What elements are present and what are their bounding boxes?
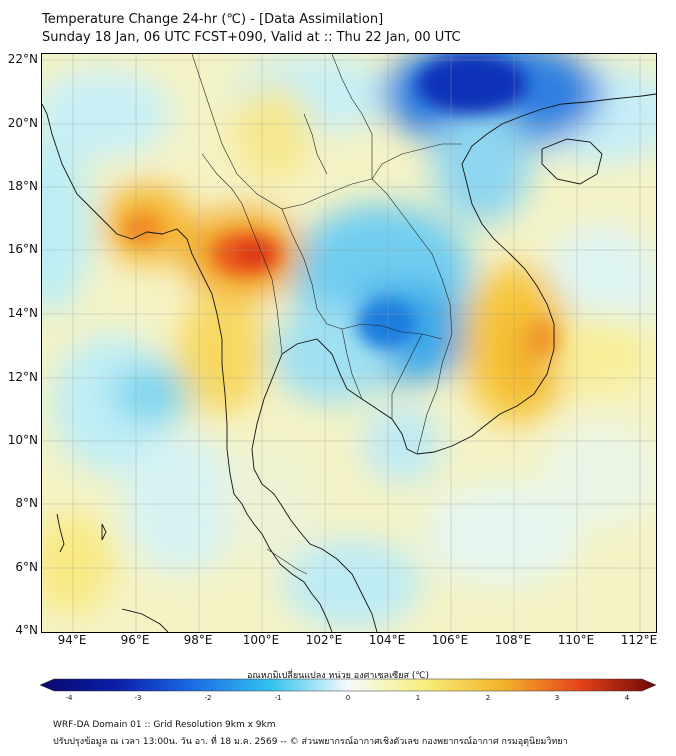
coastlines [42,93,656,632]
colorbar-tick-3: 3 [554,694,560,702]
lon-label-104e: 104°E [368,633,406,647]
lat-label-18n: 18°N [7,179,38,193]
lon-label-98e: 98°E [183,633,213,647]
colorbar-tick-minus4: -4 [65,694,73,702]
lat-label-16n: 16°N [7,242,38,256]
country-borders [191,54,462,575]
lat-label-22n: 22°N [7,52,38,66]
colorbar-tick-minus1: -1 [274,694,282,702]
colorbar-tick-1: 1 [415,694,421,702]
colorbar-tick-minus3: -3 [134,694,142,702]
colorbar-tick-minus2: -2 [204,694,212,702]
lat-label-12n: 12°N [7,370,38,384]
lat-label-10n: 10°N [7,433,38,447]
lon-label-112e: 112°E [620,633,658,647]
lon-label-106e: 106°E [431,633,469,647]
temperature-change-map [41,53,657,633]
colorbar-tick-2: 2 [485,694,491,702]
footer-credit: ปรับปรุงข้อมูล ณ เวลา 13:00น. วัน อา. ที… [53,737,568,747]
map-subtitle: Sunday 18 Jan, 06 UTC FCST+090, Valid at… [42,30,461,45]
lon-label-100e: 100°E [242,633,280,647]
lon-label-96e: 96°E [120,633,150,647]
lon-label-94e: 94°E [57,633,87,647]
lat-label-6n: 6°N [15,560,38,574]
colorbar [40,678,656,692]
lat-label-4n: 4°N [15,623,38,637]
lat-label-20n: 20°N [7,116,38,130]
lon-label-110e: 110°E [557,633,595,647]
colorbar-tick-4: 4 [624,694,630,702]
temperature-field-peaks [122,54,558,359]
footer-model-info: WRF-DA Domain 01 :: Grid Resolution 9km … [53,720,276,730]
graticule [42,54,656,632]
lat-label-8n: 8°N [15,496,38,510]
colorbar-tick-0: 0 [345,694,351,702]
lon-label-102e: 102°E [305,633,343,647]
lon-label-108e: 108°E [494,633,532,647]
colorbar-gradient [40,678,656,692]
colorbar-label: อุณหภูมิเปลี่ยนแปลง หน่วย องศาเซลเซียส (… [246,671,430,681]
map-title: Temperature Change 24-hr (℃) - [Data Ass… [42,12,384,27]
lat-label-14n: 14°N [7,306,38,320]
